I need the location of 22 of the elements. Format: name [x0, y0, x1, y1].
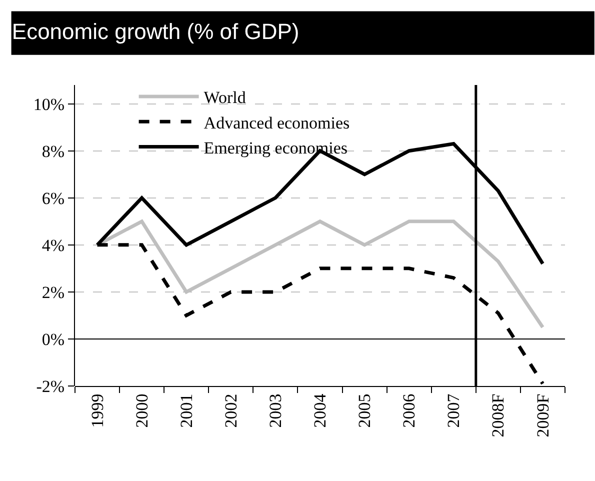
- x-tick-label: 1999: [88, 394, 107, 428]
- legend-label: Emerging economies: [204, 138, 348, 158]
- legend-label: Advanced economies: [204, 113, 350, 132]
- x-tick-label: 2005: [355, 394, 374, 428]
- y-tick-label: 0%: [42, 330, 65, 349]
- y-tick-label: -2%: [36, 376, 65, 396]
- x-tick-label: 2007: [444, 393, 464, 428]
- x-tick-label: 2000: [132, 394, 152, 428]
- x-tick-label: 2009F: [533, 394, 552, 438]
- y-tick-label: 10%: [33, 94, 65, 114]
- x-tick-label: 2001: [176, 394, 196, 428]
- y-tick-label: 2%: [42, 282, 65, 302]
- x-tick-label: 2004: [310, 393, 330, 428]
- legend-label: World: [204, 88, 246, 108]
- y-tick-label: 4%: [42, 236, 65, 255]
- x-tick-label: 2006: [400, 394, 419, 428]
- y-tick-label: 8%: [42, 142, 65, 161]
- x-tick-label: 2002: [221, 394, 240, 428]
- y-tick-label: 6%: [42, 188, 65, 208]
- chart-title: Economic growth (% of GDP): [12, 18, 300, 44]
- x-tick-label: 2003: [266, 394, 285, 428]
- x-tick-label: 2008F: [488, 394, 508, 438]
